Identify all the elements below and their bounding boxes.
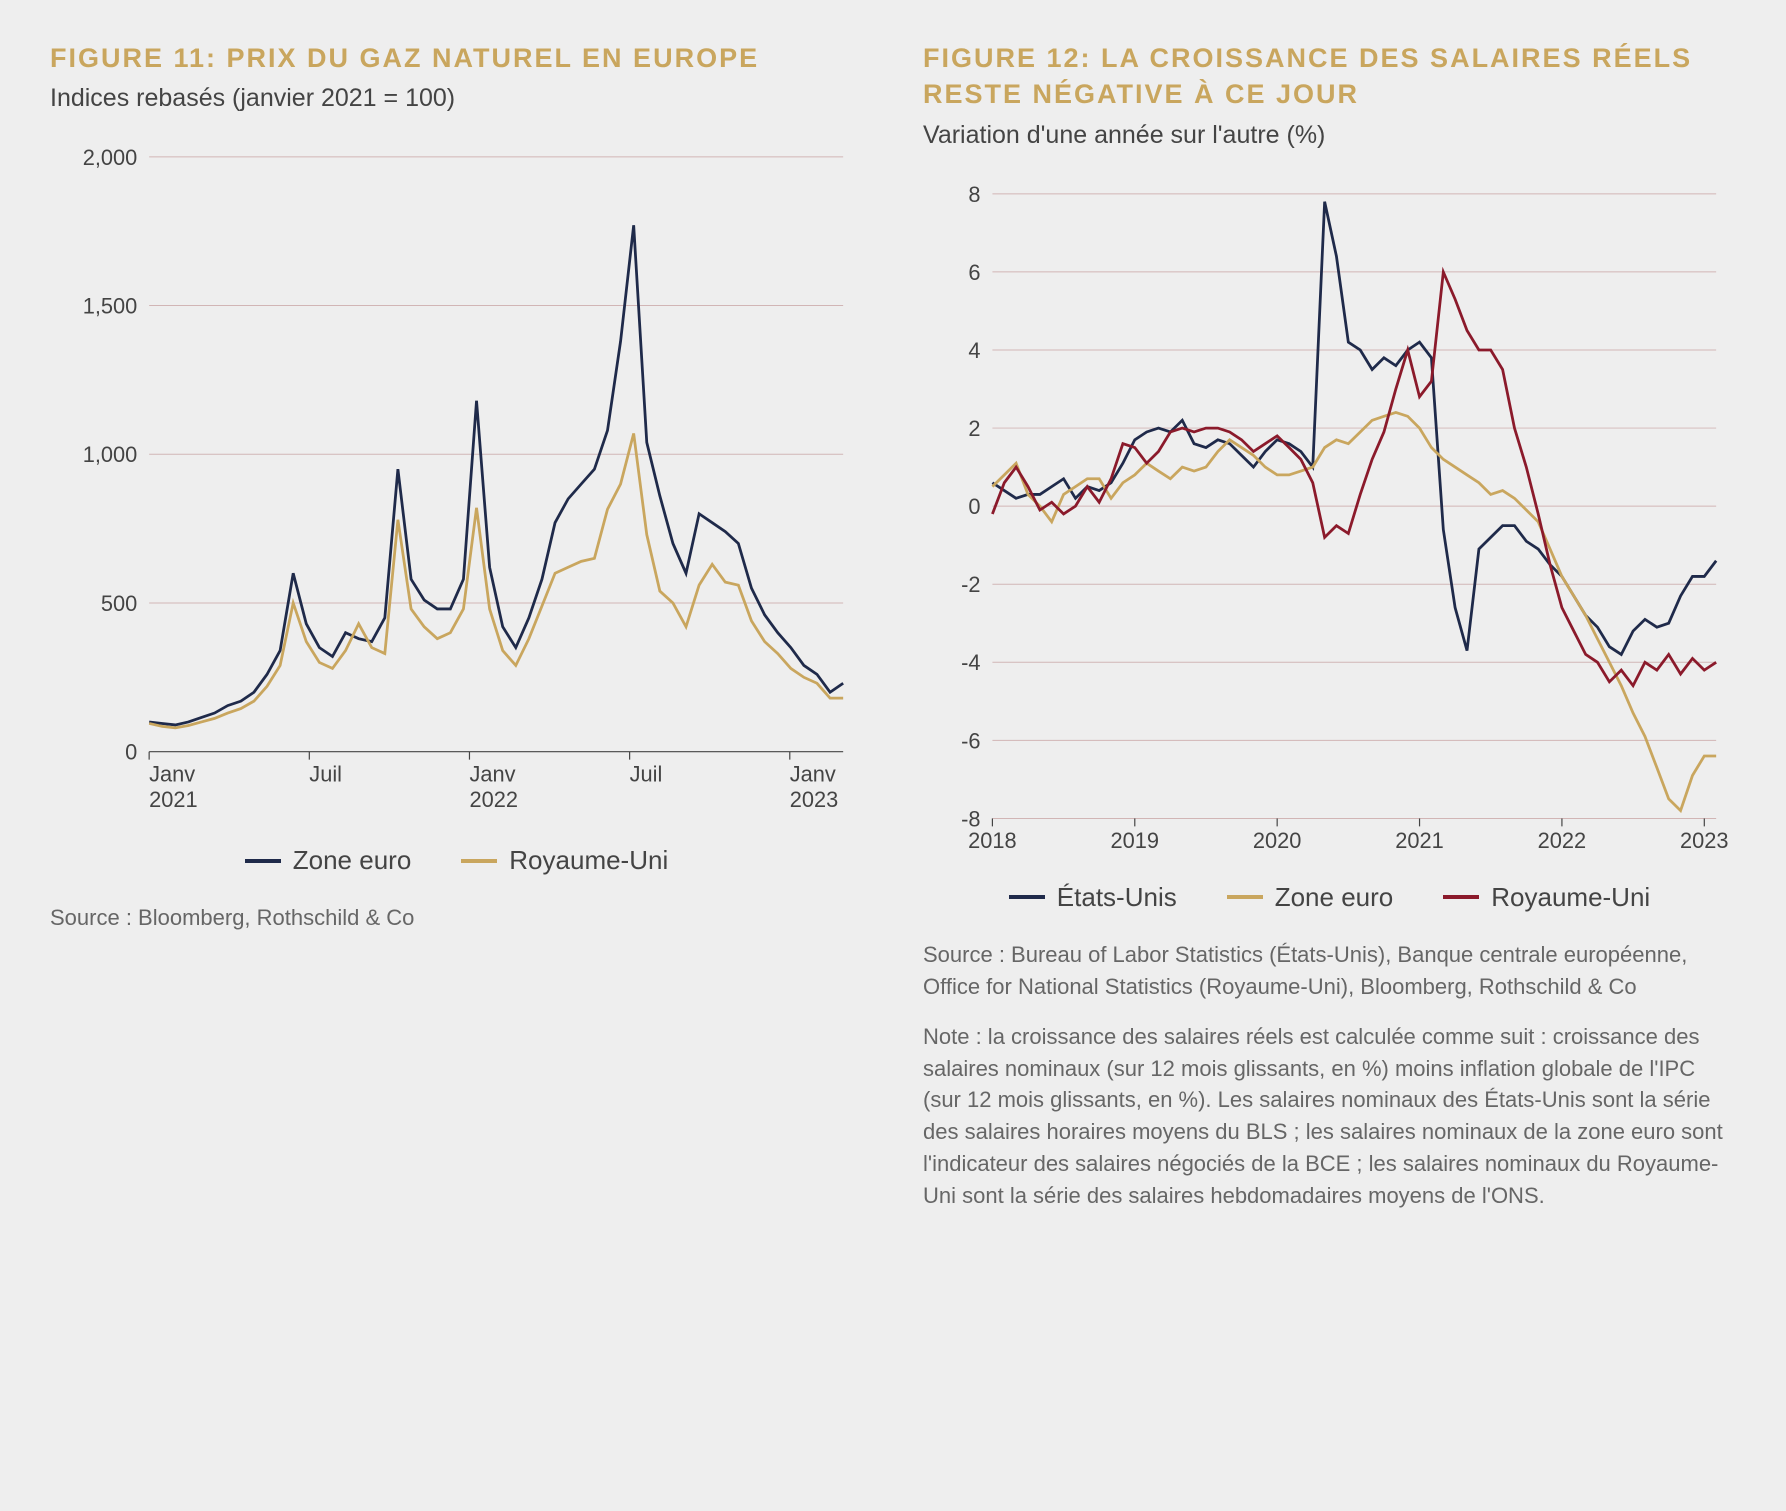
legend-label: Royaume-Uni [1491,882,1650,913]
svg-text:Janv: Janv [149,762,195,787]
svg-text:-4: -4 [961,650,980,675]
figure-12-legend: États-Unis Zone euro Royaume-Uni [923,882,1736,913]
svg-text:Juil: Juil [630,762,663,787]
svg-text:2,000: 2,000 [83,145,138,170]
figure-12-chart: -8-6-4-202468201820192020202120222023 [923,174,1736,868]
svg-text:4: 4 [968,338,980,363]
svg-text:Janv: Janv [469,762,515,787]
svg-text:-2: -2 [961,572,980,597]
svg-text:2023: 2023 [790,788,839,813]
svg-text:2019: 2019 [1111,828,1160,853]
legend-item: Zone euro [1227,882,1394,913]
legend-item: Royaume-Uni [1443,882,1650,913]
legend-label: États-Unis [1057,882,1177,913]
svg-text:0: 0 [125,740,137,765]
figure-12-panel: FIGURE 12: LA CROISSANCE DES SALAIRES RÉ… [923,40,1736,1471]
legend-swatch [1443,895,1479,899]
svg-text:8: 8 [968,182,980,207]
svg-text:2: 2 [968,416,980,441]
figure-12-subtitle: Variation d'une année sur l'autre (%) [923,121,1736,150]
figure-11-source: Source : Bloomberg, Rothschild & Co [50,902,863,934]
figure-11-chart: 05001,0001,5002,000Janv2021JuilJanv2022J… [50,137,863,831]
svg-text:Janv: Janv [790,762,836,787]
figure-11-subtitle: Indices rebasés (janvier 2021 = 100) [50,84,863,113]
legend-swatch [1009,895,1045,899]
svg-text:0: 0 [968,494,980,519]
legend-item: États-Unis [1009,882,1177,913]
svg-text:1,500: 1,500 [83,294,138,319]
svg-text:2022: 2022 [469,788,518,813]
legend-swatch [1227,895,1263,899]
legend-swatch [245,859,281,863]
legend-label: Royaume-Uni [509,845,668,876]
figure-11-legend: Zone euro Royaume-Uni [50,845,863,876]
svg-text:2021: 2021 [1395,828,1444,853]
svg-text:2018: 2018 [968,828,1017,853]
legend-swatch [461,859,497,863]
svg-text:-6: -6 [961,728,980,753]
svg-text:Juil: Juil [309,762,342,787]
figure-12-note: Note : la croissance des salaires réels … [923,1021,1736,1212]
legend-label: Zone euro [1275,882,1394,913]
legend-item: Royaume-Uni [461,845,668,876]
legend-item: Zone euro [245,845,412,876]
legend-label: Zone euro [293,845,412,876]
svg-text:500: 500 [101,591,137,616]
figure-11-title: FIGURE 11: PRIX DU GAZ NATUREL EN EUROPE [50,40,863,76]
svg-text:6: 6 [968,260,980,285]
svg-text:2021: 2021 [149,788,197,813]
svg-text:1,000: 1,000 [83,443,138,468]
figure-12-title: FIGURE 12: LA CROISSANCE DES SALAIRES RÉ… [923,40,1736,113]
svg-text:2022: 2022 [1538,828,1587,853]
svg-text:2023: 2023 [1680,828,1729,853]
figure-12-source: Source : Bureau of Labor Statistics (Éta… [923,939,1736,1003]
svg-text:2020: 2020 [1253,828,1302,853]
figure-11-panel: FIGURE 11: PRIX DU GAZ NATUREL EN EUROPE… [50,40,863,1471]
